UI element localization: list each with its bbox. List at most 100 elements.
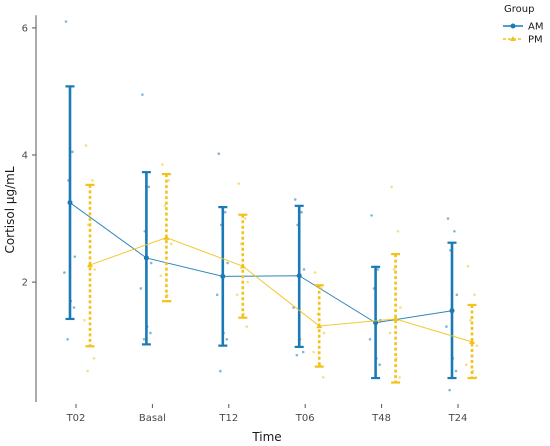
legend-item-am: AM — [503, 22, 543, 33]
mean-point — [316, 322, 323, 329]
x-axis-ticks: T02 Basal T12 T06 T48 T24 — [66, 404, 468, 424]
raw-point — [237, 182, 241, 185]
raw-point — [302, 268, 306, 271]
raw-point — [161, 163, 164, 166]
raw-point — [219, 369, 222, 373]
mean-point — [392, 315, 399, 322]
mean-point — [87, 261, 93, 268]
raw-point — [149, 261, 153, 265]
raw-point — [475, 344, 479, 347]
raw-point — [378, 363, 381, 367]
mean-point — [469, 338, 475, 345]
y-tick-label: 6 — [22, 23, 28, 34]
mean-point — [163, 234, 170, 240]
raw-point — [245, 325, 249, 328]
raw-point — [396, 229, 400, 233]
mean-point — [296, 273, 302, 279]
raw-point — [454, 369, 458, 373]
raw-point — [223, 210, 227, 214]
mean-line — [69, 202, 453, 324]
raw-point — [321, 376, 325, 379]
series-am — [63, 20, 459, 392]
raw-point — [149, 331, 152, 335]
legend-item-pm: PM — [503, 35, 543, 46]
x-tick-label: T24 — [448, 413, 468, 424]
mean-point — [143, 255, 149, 261]
raw-point — [225, 337, 229, 341]
raw-point — [466, 264, 470, 268]
x-tick-label: T06 — [295, 413, 315, 424]
raw-point — [86, 369, 89, 373]
x-axis-title: Time — [251, 430, 281, 444]
series-pm — [83, 144, 479, 384]
raw-point — [453, 229, 456, 233]
mean-point — [449, 308, 455, 314]
mean-line — [89, 237, 473, 343]
legend-swatch-marker — [510, 36, 516, 41]
y-axis-ticks: 2 4 6 — [22, 23, 36, 289]
raw-point — [93, 268, 97, 271]
mean-point — [67, 200, 73, 206]
raw-point — [469, 318, 472, 322]
raw-point — [235, 293, 239, 297]
raw-point — [66, 337, 69, 341]
raw-point — [446, 217, 450, 220]
series-layer — [63, 20, 479, 392]
legend-label: PM — [528, 35, 543, 46]
raw-point — [312, 350, 315, 354]
raw-point — [73, 255, 77, 258]
raw-point — [313, 271, 317, 274]
raw-point — [300, 210, 303, 214]
raw-point — [445, 325, 448, 328]
raw-point — [455, 293, 459, 297]
raw-point — [388, 331, 392, 335]
mean-point — [220, 273, 226, 279]
y-tick-label: 2 — [22, 278, 28, 289]
raw-point — [83, 318, 86, 322]
y-axis-title: Cortisol µg/mL — [3, 166, 17, 253]
raw-point — [473, 293, 476, 297]
raw-point — [72, 306, 76, 309]
raw-point — [320, 287, 323, 290]
raw-point — [147, 185, 151, 189]
legend: Group AM PM — [503, 4, 543, 46]
raw-point — [159, 274, 163, 278]
raw-point — [293, 198, 297, 201]
raw-point — [398, 376, 401, 379]
raw-point — [63, 271, 66, 274]
legend-swatch-marker — [510, 23, 516, 29]
raw-point — [84, 144, 88, 147]
raw-point — [142, 337, 146, 341]
legend-label: AM — [528, 22, 543, 33]
raw-point — [92, 357, 96, 360]
raw-point — [392, 268, 396, 271]
raw-point — [368, 337, 372, 341]
raw-point — [64, 20, 68, 23]
raw-point — [322, 331, 326, 335]
raw-point — [163, 204, 167, 208]
legend-title: Group — [504, 4, 534, 15]
x-tick-label: T12 — [218, 413, 238, 424]
raw-point — [465, 363, 468, 367]
raw-point — [71, 150, 74, 154]
raw-point — [169, 242, 173, 246]
x-tick-label: Basal — [139, 413, 166, 424]
mean-point — [239, 263, 246, 269]
raw-point — [399, 306, 402, 309]
raw-point — [139, 287, 143, 290]
y-tick-label: 4 — [22, 151, 28, 162]
raw-point — [243, 217, 247, 220]
x-tick-label: T02 — [66, 413, 86, 424]
raw-point — [246, 280, 249, 284]
raw-point — [301, 350, 305, 354]
raw-point — [295, 353, 299, 357]
raw-point — [370, 214, 373, 217]
raw-point — [448, 388, 451, 392]
x-tick-label: T48 — [371, 413, 391, 424]
raw-point — [390, 185, 393, 189]
mean-point — [373, 320, 379, 326]
raw-point — [167, 179, 171, 182]
raw-point — [141, 93, 144, 96]
raw-point — [376, 268, 380, 271]
